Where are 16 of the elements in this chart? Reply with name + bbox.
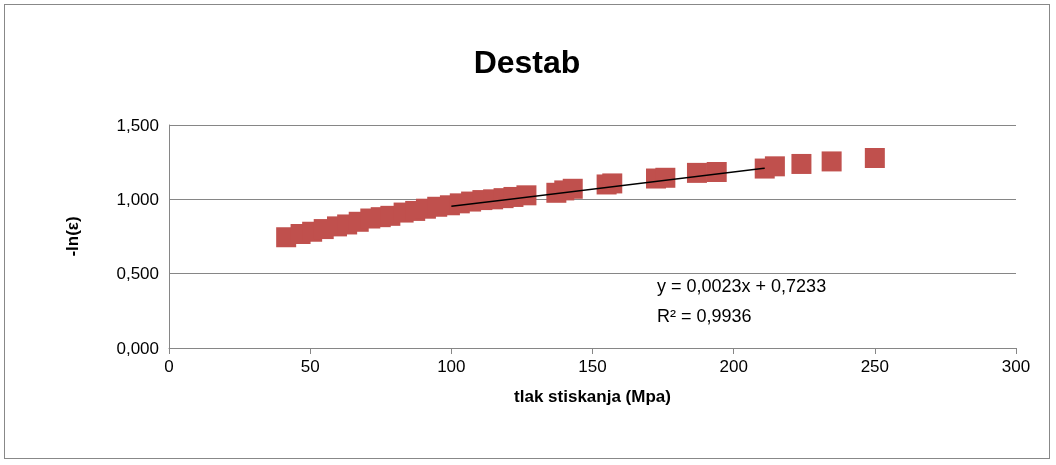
x-tick-label: 250 [860, 357, 890, 376]
annotation: R² = 0,9936 [657, 306, 752, 326]
x-tick-label: 150 [578, 357, 607, 376]
y-tick-label: 0,500 [116, 264, 159, 284]
y-tick-label: 1,000 [116, 189, 159, 209]
y-tick-label: 1,500 [116, 115, 159, 135]
x-tick-label: 0 [164, 357, 174, 376]
x-tick-label: 200 [719, 357, 748, 376]
y-tick-label: 0,000 [116, 338, 159, 358]
x-tick-label: 300 [1001, 357, 1031, 376]
x-axis-title: tlak stiskanja (Mpa) [514, 387, 671, 406]
annotation: y = 0,0023x + 0,7233 [657, 276, 827, 296]
x-tick-label: 100 [437, 357, 466, 376]
y-axis-title: -ln(ε) [63, 216, 82, 257]
chart-title: Destab [473, 44, 581, 80]
x-tick-label: 50 [300, 357, 320, 376]
